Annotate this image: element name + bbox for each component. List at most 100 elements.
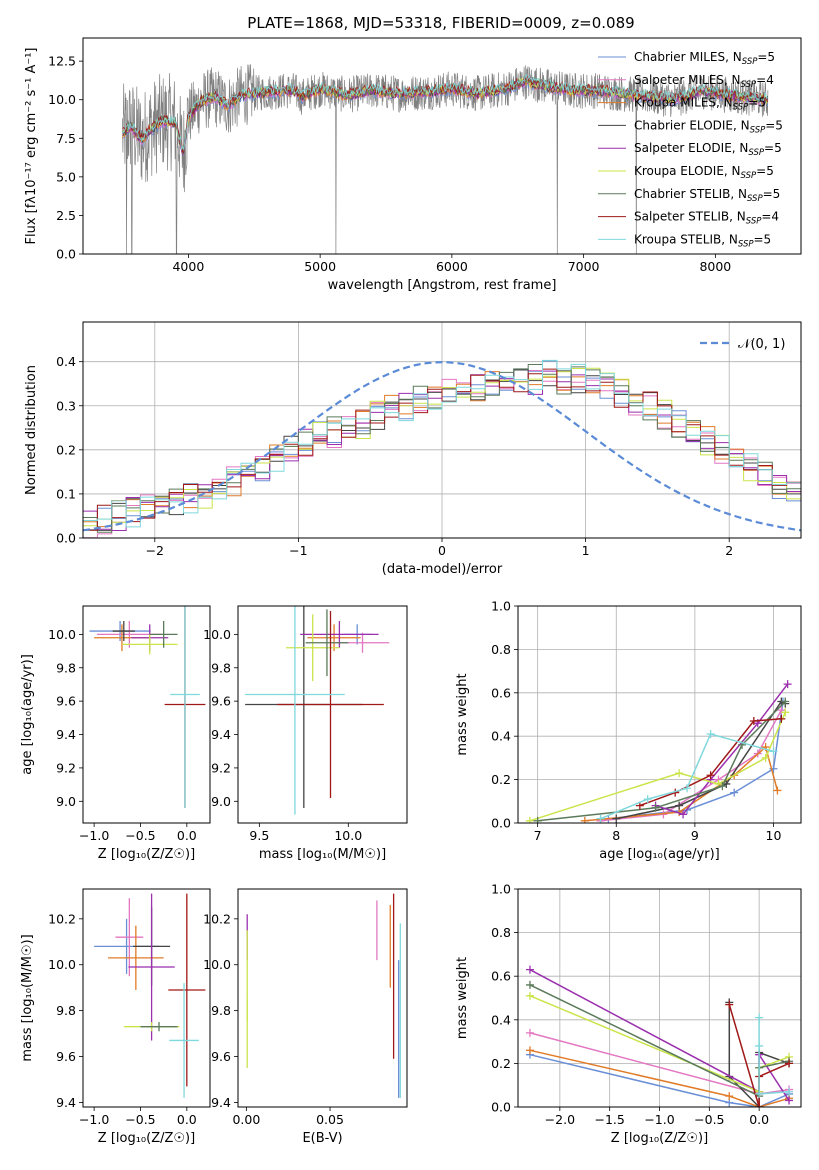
weight-marker	[525, 816, 534, 823]
plot-area-spectrum	[122, 64, 769, 254]
x-tick-label: −1.5	[594, 1112, 624, 1127]
panel-age_vs_Z: −1.0 −0.5 0.0 9.0 9.2 9.4 9.6 9.8 10.0 Z [log₁₀(Z…	[20, 605, 211, 862]
x-tick-label: 4000	[172, 259, 204, 274]
y-tick-label: 9.6	[211, 694, 231, 709]
y-tick-label: 9.2	[56, 760, 76, 775]
residual-histogram-1	[83, 370, 801, 538]
y-axis-label: mass [log₁₀(M/M☉)]	[20, 934, 35, 1061]
x-tick-label: 0.0	[177, 1112, 197, 1127]
y-axis-label: mass weight	[455, 957, 470, 1039]
weight-marker	[785, 1096, 794, 1105]
plot-area-weight_vs_Z	[525, 965, 794, 1107]
spectrum-data-line	[122, 64, 769, 254]
x-axis-label: age [log₁₀(age/yr)]	[599, 847, 720, 862]
y-tick-label: 9.8	[56, 1003, 76, 1018]
weight-marker	[706, 730, 715, 739]
y-tick-label: 10.0	[203, 957, 231, 972]
y-tick-label: 9.4	[56, 1095, 76, 1110]
legend-entry-suffix: =5	[764, 141, 782, 155]
x-tick-label: −2	[146, 543, 164, 558]
x-axis-label: wavelength [Angstrom, rest frame]	[328, 278, 557, 293]
x-axis-label: mass [log₁₀(M/M☉)]	[259, 847, 386, 862]
weight-marker	[675, 769, 684, 778]
spectrum-model-line-7	[122, 75, 768, 153]
weight-marker	[683, 784, 692, 793]
legend-entry-sub: SSP	[733, 103, 749, 113]
panels: 4000 5000 6000 7000 80000.02.55.07.510.012.5…	[20, 37, 802, 1146]
legend-entry: Chabrier ELODIE, NSSP=5	[634, 118, 783, 135]
y-tick-label: 9.0	[211, 794, 231, 809]
panel-mass_vs_EBV: 0.00 0.05 9.4 9.6 9.8 10.0 10.2 E(B-V)	[203, 888, 408, 1146]
legend-entry: Salpeter ELODIE, NSSP=5	[634, 141, 782, 158]
weight-marker	[525, 1028, 534, 1037]
y-tick-label: 0.4	[491, 729, 511, 744]
plot-area-residuals	[83, 359, 801, 538]
legend-entry: Kroupa STELIB, NSSP=5	[634, 232, 771, 249]
y-tick-label: 5.0	[56, 169, 76, 184]
spectrum-model-line-8	[122, 73, 768, 151]
y-tick-label: 10.2	[203, 911, 231, 926]
weight-marker	[596, 814, 605, 823]
legend-entry-sub: SSP	[746, 217, 762, 227]
x-tick-label: 8	[612, 828, 620, 843]
y-tick-label: 0.4	[56, 354, 76, 369]
weight-marker	[679, 810, 688, 819]
legend-entry: Salpeter STELIB, NSSP=4	[634, 210, 779, 227]
y-tick-label: 10.0	[48, 627, 76, 642]
weight-marker	[718, 782, 727, 791]
legend-entry-sub: SSP	[747, 194, 763, 204]
axes-frame	[82, 605, 211, 824]
x-tick-label: −1.0	[79, 1112, 109, 1127]
weight-marker	[783, 680, 792, 689]
legend-entry-sub: SSP	[742, 57, 758, 67]
y-tick-label: 12.5	[48, 54, 76, 69]
axes-frame	[517, 888, 802, 1108]
x-tick-label: 0.0	[749, 1112, 769, 1127]
y-axis-label: mass weight	[455, 673, 470, 755]
y-axis-label: age [log₁₀(age/yr)]	[20, 654, 35, 775]
weight-marker	[777, 714, 786, 723]
panel-spectrum: 4000 5000 6000 7000 8000 0.0 2.5 5.0 7.5 10.0 12.5…	[24, 37, 802, 293]
x-tick-label: 0.0	[177, 828, 197, 843]
y-tick-label: 0.1	[56, 486, 76, 501]
x-tick-label: 10.0	[334, 828, 362, 843]
legend-entry-suffix: =5	[757, 50, 775, 64]
x-tick-label: 10	[766, 828, 782, 843]
legend-entry-name: Chabrier STELIB, N	[634, 187, 747, 201]
legend-entry-suffix: =5	[756, 164, 774, 178]
y-tick-label: 0.0	[56, 531, 76, 546]
weight-marker	[755, 1041, 764, 1050]
legend-entry: Chabrier STELIB, NSSP=5	[634, 187, 780, 204]
weight-marker	[525, 1046, 534, 1055]
y-tick-label: 1.0	[491, 882, 511, 897]
weight-marker	[675, 801, 684, 810]
legend-entry-name: Chabrier ELODIE, N	[634, 118, 750, 132]
y-tick-label: 10.2	[48, 911, 76, 926]
weight-marker	[785, 1087, 794, 1096]
axes-frame	[237, 888, 408, 1108]
x-tick-label: −1.0	[644, 1112, 674, 1127]
panel-mass_vs_Z: −1.0 −0.5 0.0 9.4 9.6 9.8 10.0 10.2 Z [log₁₀(Z/Z…	[20, 888, 211, 1146]
x-axis-label: E(B-V)	[302, 1131, 342, 1146]
weight-marker	[706, 771, 715, 780]
plot-area-mass_vs_Z	[94, 893, 206, 1098]
legend-entry-sub: SSP	[748, 148, 764, 158]
x-tick-label: 6000	[436, 259, 468, 274]
legend-entry-name: Salpeter STELIB, N	[634, 210, 746, 224]
x-tick-label: 2	[725, 543, 733, 558]
x-tick-label: 9	[691, 828, 699, 843]
y-tick-label: 9.4	[211, 727, 231, 742]
y-tick-label: 2.5	[56, 208, 76, 223]
x-tick-label: −1	[289, 543, 307, 558]
weight-marker	[643, 795, 652, 804]
legend-entry-sub: SSP	[741, 171, 757, 181]
y-tick-label: 9.4	[211, 1095, 231, 1110]
panel-weight_vs_Z: −2.0 −1.5 −1.0 −0.5 0.0 0.0 0.2 0.4 0.6 0.8 1.0 Z […	[455, 882, 802, 1146]
plot-area-age_vs_mass	[245, 606, 390, 815]
weight-marker	[773, 786, 782, 795]
weight-marker	[749, 717, 758, 726]
normal-curve	[83, 360, 801, 532]
weight-marker	[781, 708, 790, 717]
legend-entry-name: Chabrier MILES, N	[634, 50, 742, 64]
